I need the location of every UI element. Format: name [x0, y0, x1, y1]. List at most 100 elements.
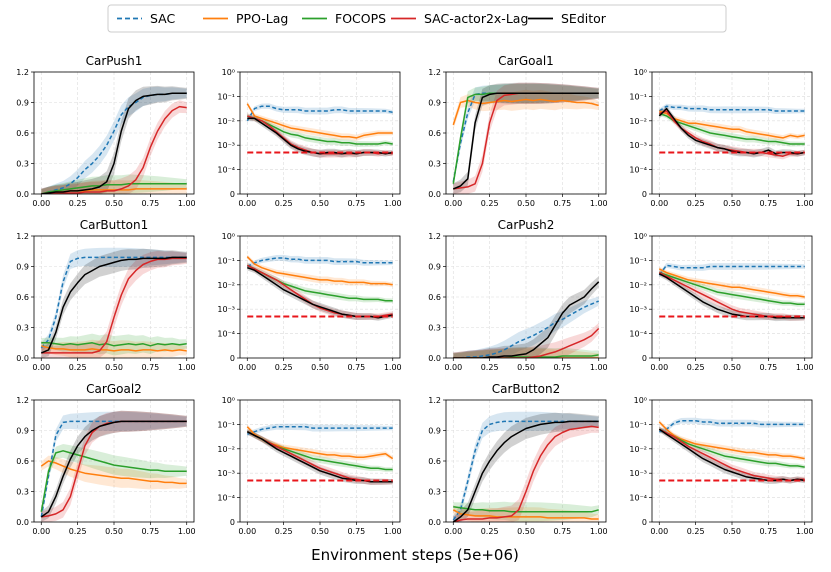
series-group — [246, 423, 394, 485]
line-focops — [453, 506, 599, 513]
band-sac — [453, 411, 599, 522]
y-tick-label: 10⁻² — [217, 445, 235, 454]
y-tick-label: 10⁻⁴ — [217, 166, 235, 175]
y-tick-label: 0.0 — [16, 518, 29, 527]
x-tick-label: 0.75 — [553, 363, 571, 372]
x-tick-label: 0.00 — [32, 527, 50, 536]
y-tick-label: 10⁰ — [634, 232, 647, 241]
line-sac-actor2x-lag — [453, 425, 599, 522]
panels: 0.00 0.25 0.50 0.75 1.000.00.30.60.91.2CarPu… — [16, 54, 813, 536]
line-ppo-lag — [40, 460, 187, 485]
series-group — [40, 247, 187, 358]
y-tick-label: 10⁻⁴ — [217, 330, 235, 339]
band-sac — [41, 86, 187, 194]
panel-title: CarButton1 — [80, 218, 149, 232]
line-focops — [41, 183, 187, 194]
x-tick-label: 0.75 — [141, 199, 159, 208]
line-seditor — [40, 420, 187, 518]
x-tick-label: 0.50 — [723, 363, 741, 372]
panel-title: CarPush1 — [86, 54, 143, 68]
panel-carbutton1-cost: 0.00 0.25 0.50 0.75 1.00 0 10⁻⁴ 10⁻³ 10⁻² 10⁻¹ 10⁰ — [217, 232, 401, 372]
series-group — [658, 417, 805, 484]
x-tick-label: 0.50 — [723, 527, 741, 536]
band-sac — [453, 296, 599, 358]
x-tick-label: 1.00 — [178, 199, 196, 208]
panel-carpush1-cost: 0.00 0.25 0.50 0.75 1.00 0 10⁻⁴ 10⁻³ 10⁻² 10⁻¹ 10⁰ — [217, 68, 401, 208]
y-tick-label: 10⁻² — [629, 445, 647, 454]
x-tick-label: 0.00 — [32, 363, 50, 372]
x-tick-label: 0.75 — [347, 199, 365, 208]
band-ppo-lag — [453, 89, 599, 130]
y-tick-label: 0.0 — [428, 190, 441, 199]
y-tick-label: 0 — [642, 518, 647, 527]
y-tick-label: 0.6 — [428, 293, 441, 302]
y-tick-label: 0.6 — [428, 457, 441, 466]
line-ppo-lag — [452, 509, 599, 520]
panel-title: CarGoal1 — [498, 54, 554, 68]
x-tick-label: 0.00 — [444, 527, 462, 536]
line-ppo-lag — [659, 110, 805, 139]
y-tick-label: 0 — [230, 354, 235, 363]
x-tick-label: 0.75 — [141, 527, 159, 536]
band-sac — [247, 103, 393, 123]
y-tick-label: 1.2 — [428, 232, 441, 241]
y-tick-label: 10⁰ — [222, 232, 235, 241]
line-focops — [40, 450, 187, 512]
line-ppo-lag — [41, 345, 187, 352]
x-tick-label: 0.75 — [759, 199, 777, 208]
panel-title: CarPush2 — [498, 218, 555, 232]
y-tick-label: 10⁻¹ — [629, 256, 647, 265]
panel-title: CarButton2 — [492, 382, 561, 396]
line-seditor — [41, 256, 187, 354]
x-tick-label: 0.25 — [69, 527, 87, 536]
y-tick-label: 0.3 — [16, 324, 29, 333]
line-ppo-lag — [246, 103, 393, 139]
line-focops — [247, 115, 393, 145]
x-tick-label: 0.00 — [650, 363, 668, 372]
series-group — [453, 276, 600, 358]
line-focops — [659, 112, 805, 145]
line-ppo-lag — [658, 268, 805, 298]
line-ppo-lag — [246, 256, 393, 286]
band-seditor — [41, 410, 187, 522]
y-tick-label: 10⁻³ — [629, 469, 647, 478]
x-tick-label: 1.00 — [590, 199, 608, 208]
legend: SAC PPO-Lag FOCOPS SAC-actor2x-Lag SEditor — [107, 4, 727, 33]
x-tick-label: 0.25 — [687, 199, 705, 208]
panel-carbutton2-cost: 0.00 0.25 0.50 0.75 1.00 0 10⁻⁴ 10⁻³ 10⁻² 10⁻¹ 10⁰ — [629, 396, 813, 536]
band-sac — [247, 254, 393, 269]
y-tick-label: 1.2 — [428, 396, 441, 405]
y-tick-label: 0.6 — [16, 457, 29, 466]
legend-label-ppo-lag: PPO-Lag — [236, 11, 288, 26]
band-focops — [453, 83, 599, 189]
x-tick-label: 0.75 — [347, 363, 365, 372]
x-axis-label: Environment steps (5e+06) — [311, 546, 519, 564]
y-tick-label: 0.0 — [428, 518, 441, 527]
legend-box — [107, 4, 727, 33]
band-focops — [659, 427, 805, 470]
band-seditor — [41, 248, 187, 358]
x-tick-label: 0.25 — [481, 527, 499, 536]
line-ppo-lag — [452, 98, 599, 126]
y-tick-label: 0.3 — [428, 160, 441, 169]
y-tick-label: 10⁻² — [217, 117, 235, 126]
x-tick-label: 0.75 — [141, 363, 159, 372]
line-sac-actor2x-lag — [41, 105, 187, 194]
y-tick-label: 10⁰ — [634, 396, 647, 405]
band-sac — [247, 423, 393, 437]
y-tick-label: 0.6 — [16, 293, 29, 302]
x-tick-label: 0.25 — [481, 363, 499, 372]
x-tick-label: 0.25 — [687, 363, 705, 372]
line-sac — [40, 256, 187, 349]
line-sac — [658, 105, 805, 112]
line-focops — [453, 354, 599, 358]
y-tick-label: 0.0 — [16, 354, 29, 363]
y-tick-label: 10⁻¹ — [217, 420, 235, 429]
y-tick-label: 10⁻⁴ — [629, 494, 647, 503]
y-tick-label: 0.9 — [428, 263, 441, 272]
y-tick-label: 10⁻³ — [629, 305, 647, 314]
x-tick-label: 0.50 — [517, 363, 535, 372]
line-focops — [658, 428, 805, 468]
y-tick-label: 0.3 — [428, 324, 441, 333]
series-group — [658, 103, 805, 160]
